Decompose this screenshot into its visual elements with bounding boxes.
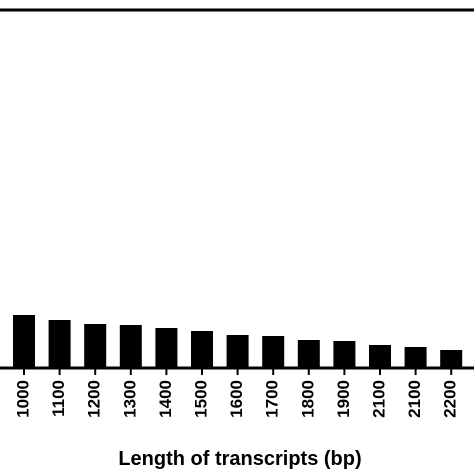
x-tick-label: 1000 [13,380,32,418]
bar [155,328,178,368]
x-tick-label: 1700 [263,380,282,418]
bar [226,335,249,368]
bar [48,320,71,368]
x-tick-label: 1900 [334,380,353,418]
bar [404,347,427,368]
bar [297,340,320,368]
x-tick-label: 2100 [369,380,388,418]
bar [13,315,35,368]
x-axis-label: Length of transcripts (bp) [118,448,361,470]
x-tick-label: 1100 [49,380,68,417]
x-tick-label: 1200 [85,380,104,418]
x-tick-label: 2100 [405,380,424,418]
bar [440,350,463,368]
x-tick-label: 1300 [120,380,139,418]
x-tick-label: 1500 [191,380,210,418]
bar [84,324,107,368]
bar [262,336,285,368]
x-tick-label: 1400 [156,380,175,418]
x-tick-label: 1800 [298,380,317,418]
bar [369,345,391,368]
x-tick-label: 1600 [227,380,246,418]
bar [119,325,142,368]
x-tick-label: 2200 [441,380,460,418]
bar [333,341,356,368]
bar [191,331,213,368]
